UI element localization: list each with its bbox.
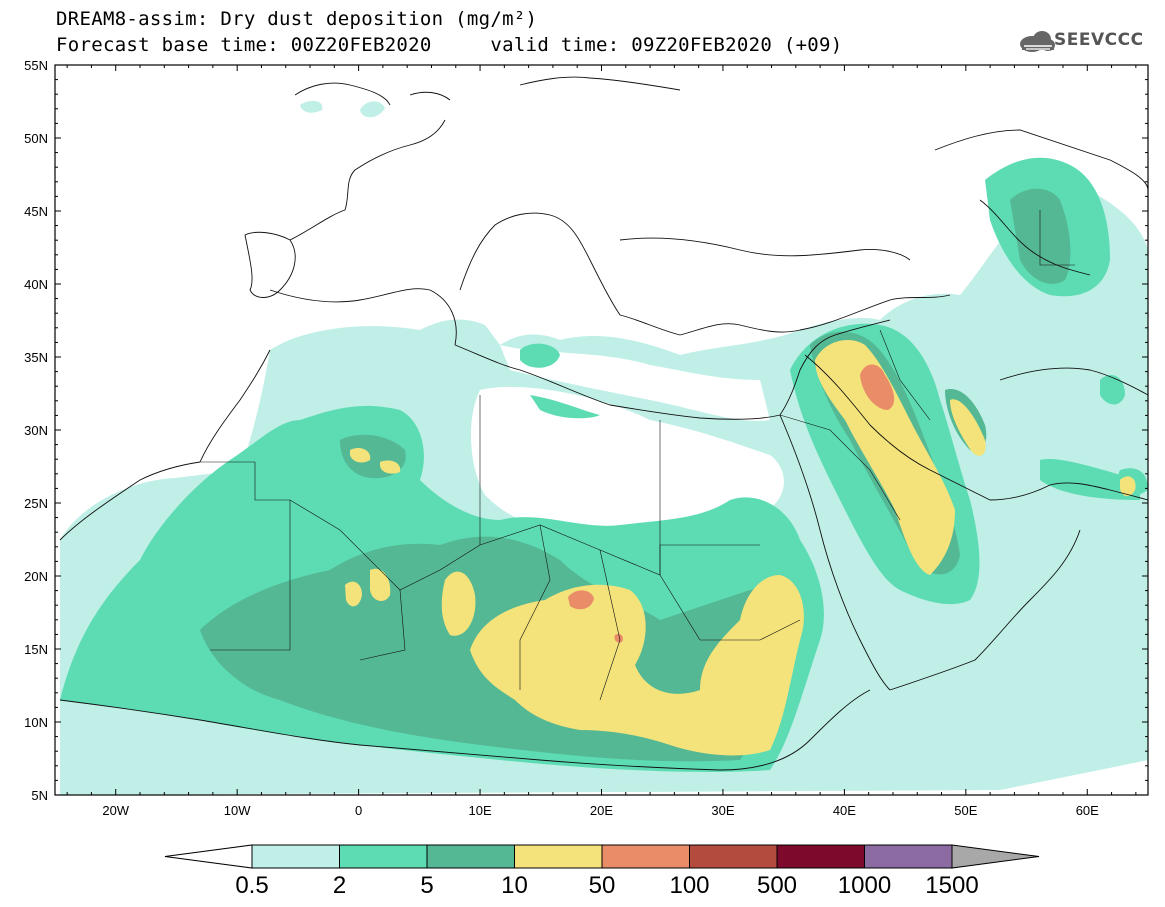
lon-label-10w: 10W (224, 803, 251, 818)
colorbar-under-arrow (164, 844, 253, 869)
forecast-base-time: Forecast base time: 00Z20FEB2020 (56, 34, 432, 56)
lon-label-30e: 30E (711, 803, 734, 818)
coastlines (59, 76, 1148, 771)
lon-label-40e: 40E (833, 803, 856, 818)
lat-label-10n: 10N (24, 715, 48, 730)
lon-label-20e: 20E (590, 803, 613, 818)
colorbar-swatch (251, 844, 340, 869)
longitude-labels: 20W 10W 0 10E 20E 30E 40E 50E 60E (102, 803, 1099, 818)
lat-label-40n: 40N (24, 277, 48, 292)
colorbar-swatch (864, 844, 953, 869)
colorbar-label: 50 (589, 872, 616, 899)
colorbar-over-arrow (951, 844, 1040, 869)
cloud-icon (1020, 31, 1055, 52)
lat-label-50n: 50N (24, 131, 48, 146)
dust-fields (60, 100, 1148, 795)
lat-label-25n: 25N (24, 496, 48, 511)
seevccc-logo (1020, 31, 1055, 52)
lon-label-0: 0 (355, 803, 362, 818)
colorbar-label: 2 (333, 872, 346, 899)
colorbar-label: 500 (757, 872, 797, 899)
lon-label-20w: 20W (102, 803, 129, 818)
latitude-labels: 55N 50N 45N 40N 35N 30N 25N 20N 15N 10N 5N (24, 58, 48, 803)
colorbar-label: 5 (420, 872, 433, 899)
lon-label-10e: 10E (468, 803, 491, 818)
valid-time: valid time: 09Z20FEB2020 (+09) (490, 34, 843, 56)
axis-ticks (55, 64, 1148, 796)
colorbar-label: 100 (669, 872, 709, 899)
colorbar-label: 10 (501, 872, 528, 899)
colorbar-label: 1500 (925, 872, 978, 899)
lat-label-5n: 5N (31, 788, 48, 803)
colorbar-label: 0.5 (235, 872, 268, 899)
colorbar-swatch (601, 844, 690, 869)
lat-label-15n: 15N (24, 642, 48, 657)
map-title: DREAM8-assim: Dry dust deposition (mg/m²… (56, 8, 538, 30)
colorbar: 0.5 2 5 10 50 100 500 1000 1500 (164, 844, 1040, 899)
lon-label-50e: 50E (954, 803, 977, 818)
colorbar-swatch (514, 844, 603, 869)
lat-label-35n: 35N (24, 350, 48, 365)
lat-label-55n: 55N (24, 58, 48, 73)
country-borders (200, 210, 1075, 701)
lat-label-45n: 45N (24, 204, 48, 219)
lat-label-20n: 20N (24, 569, 48, 584)
colorbar-swatch (339, 844, 428, 869)
colorbar-swatch (689, 844, 778, 869)
colorbar-swatch (776, 844, 865, 869)
map-subtitle: Forecast base time: 00Z20FEB2020 valid t… (56, 34, 843, 56)
lon-label-60e: 60E (1076, 803, 1099, 818)
colorbar-label: 1000 (838, 872, 891, 899)
lat-label-30n: 30N (24, 423, 48, 438)
colorbar-swatch (426, 844, 515, 869)
logo-text: SEEVCCC (1054, 30, 1144, 50)
